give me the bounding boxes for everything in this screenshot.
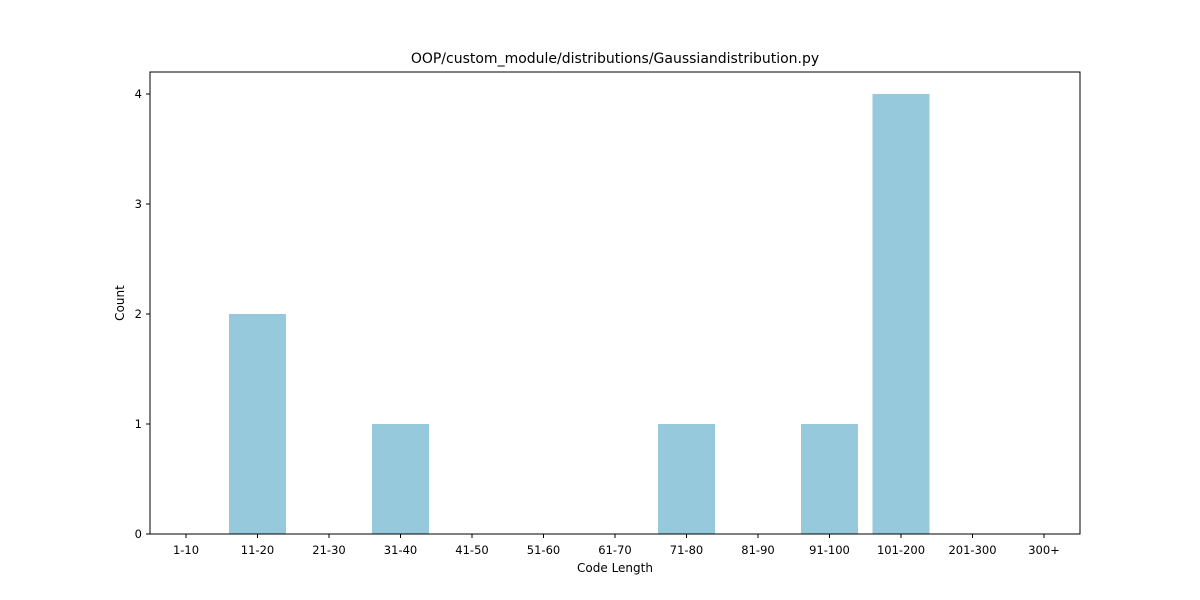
y-tick-label: 3 bbox=[135, 197, 142, 211]
x-tick-label: 201-300 bbox=[948, 543, 996, 557]
x-tick-label: 101-200 bbox=[877, 543, 925, 557]
y-axis-label: Count bbox=[113, 285, 127, 321]
x-tick-label: 300+ bbox=[1028, 543, 1060, 557]
y-tick-label: 2 bbox=[135, 307, 142, 321]
x-tick-label: 31-40 bbox=[384, 543, 417, 557]
x-tick-label: 51-60 bbox=[527, 543, 560, 557]
y-tick-label: 4 bbox=[135, 87, 142, 101]
x-tick-label: 1-10 bbox=[173, 543, 199, 557]
bar-group bbox=[229, 94, 930, 534]
x-tick-label: 81-90 bbox=[741, 543, 774, 557]
y-axis-ticks: 0 1 2 3 4 bbox=[135, 87, 150, 541]
x-tick-label: 71-80 bbox=[670, 543, 703, 557]
bar-71-80 bbox=[658, 424, 715, 534]
plot-frame bbox=[149, 71, 1081, 535]
chart-title: OOP/custom_module/distributions/Gaussian… bbox=[411, 51, 819, 67]
x-tick-label: 61-70 bbox=[598, 543, 631, 557]
x-axis-label: Code Length bbox=[577, 561, 653, 575]
bar-31-40 bbox=[372, 424, 429, 534]
x-axis-ticks: 1-10 11-20 21-30 31-40 41-50 51-60 61-70 71-80 8… bbox=[173, 534, 1060, 557]
x-tick-label: 91-100 bbox=[809, 543, 850, 557]
y-tick-label: 1 bbox=[135, 417, 142, 431]
bar-11-20 bbox=[229, 314, 286, 534]
bar-101-200 bbox=[872, 94, 930, 534]
x-tick-label: 21-30 bbox=[312, 543, 345, 557]
y-tick-label: 0 bbox=[135, 527, 142, 541]
bar-91-100 bbox=[801, 424, 858, 534]
x-tick-label: 41-50 bbox=[455, 543, 488, 557]
x-tick-label: 11-20 bbox=[241, 543, 274, 557]
